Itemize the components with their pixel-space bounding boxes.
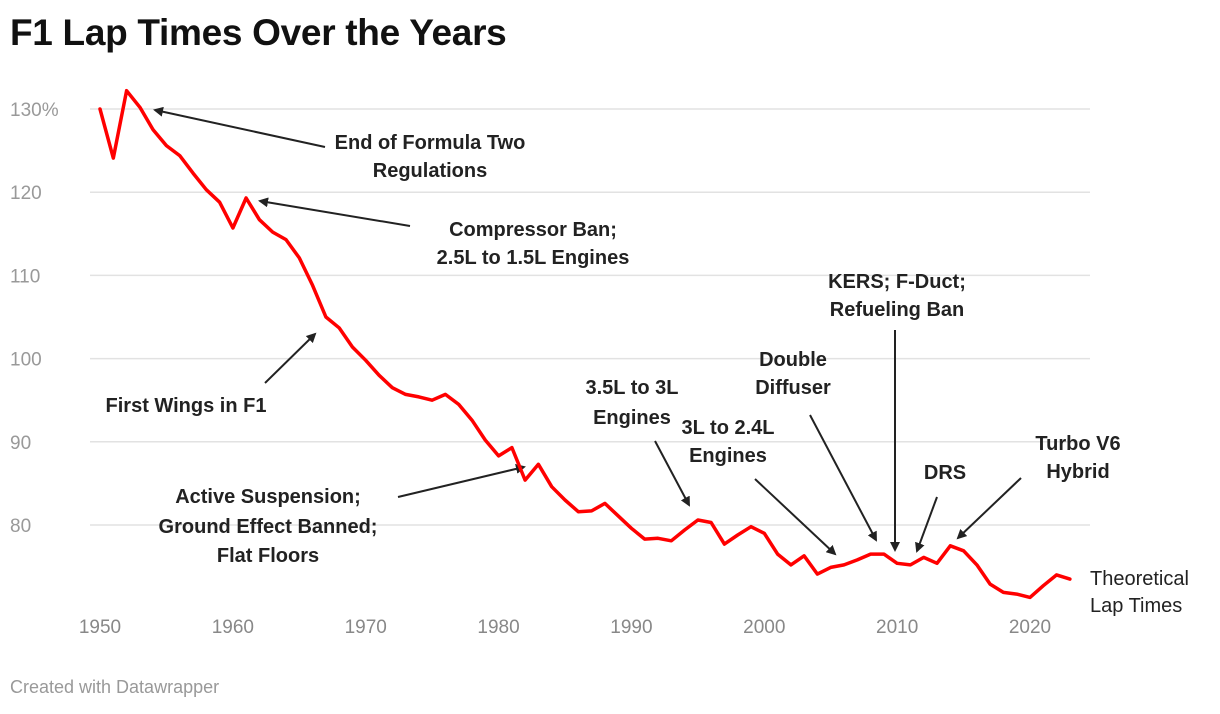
annotation-text: Engines	[689, 445, 767, 467]
chart-title: F1 Lap Times Over the Years	[10, 12, 507, 53]
y-tick-label: 90	[10, 433, 31, 454]
y-tick-label: 110	[10, 266, 40, 287]
annotation-arrow	[915, 496, 938, 553]
annotation-text: 2.5L to 1.5L Engines	[436, 247, 630, 269]
x-tick-label: 1990	[610, 617, 652, 638]
footer-credit: Created with Datawrapper	[10, 677, 220, 697]
annotation-3l: 3L to 2.4L Engines	[682, 414, 775, 470]
annotation-text: Active Suspension;	[175, 486, 361, 508]
annotation-text: Turbo V6	[1035, 433, 1121, 455]
annotation-turbo: Turbo V6 Hybrid	[1035, 430, 1120, 486]
y-tick-label: 100	[10, 350, 42, 371]
x-tick-label: 2000	[743, 617, 785, 638]
annotation-active-suspension: Active Suspension; Ground Effect Banned;…	[159, 483, 378, 572]
annotation-arrow	[754, 478, 837, 556]
x-tick-label: 1980	[477, 617, 519, 638]
annotation-text: Refueling Ban	[829, 299, 965, 321]
annotation-arrow	[956, 477, 1022, 540]
annotation-arrow	[654, 440, 690, 507]
annotation-compressor: Compressor Ban; 2.5L to 1.5L Engines	[437, 216, 630, 272]
series-label-line: Lap Times	[1090, 595, 1183, 617]
annotation-wings: First Wings in F1	[106, 392, 267, 420]
annotation-text: Diffuser	[755, 377, 831, 399]
series-line	[98, 88, 1072, 600]
annotation-text: KERS; F-Duct;	[828, 271, 966, 293]
y-tick-label: 120	[10, 183, 42, 204]
annotation-text: Ground Effect Banned;	[158, 515, 378, 538]
annotation-3-5l: 3.5L to 3L Engines	[586, 373, 679, 433]
x-tick-label: 1970	[345, 617, 387, 638]
annotation-text: 3.5L to 3L	[585, 377, 679, 399]
annotation-text: Compressor Ban;	[449, 219, 617, 241]
y-tick-label: 80	[10, 516, 31, 537]
annotation-text: Hybrid	[1046, 461, 1110, 483]
annotation-kers: KERS; F-Duct; Refueling Ban	[828, 268, 966, 324]
x-tick-label: 1950	[79, 617, 121, 638]
annotation-text: Double	[759, 349, 827, 371]
annotation-text: First Wings in F1	[105, 395, 267, 417]
annotation-text: 3L to 2.4L	[681, 417, 775, 439]
annotation-text: End of Formula Two	[334, 132, 526, 154]
y-tick-label: 130%	[10, 100, 59, 121]
annotation-arrow	[397, 463, 526, 498]
x-tick-label: 1960	[212, 617, 254, 638]
annotation-f2: End of Formula Two Regulations	[335, 129, 526, 185]
annotation-text: Engines	[593, 407, 671, 429]
annotation-text: Flat Floors	[216, 545, 320, 567]
annotation-drs: DRS	[924, 459, 966, 487]
annotation-text: Regulations	[372, 160, 488, 182]
x-tick-label: 2020	[1009, 617, 1051, 638]
annotation-double-diffuser: Double Diffuser	[755, 346, 831, 402]
annotation-arrow	[153, 106, 326, 148]
annotation-arrow	[258, 197, 411, 227]
annotation-arrow	[809, 414, 877, 542]
series-label-line: Theoretical	[1090, 568, 1189, 590]
series-label: Theoretical Lap Times	[1090, 566, 1189, 620]
annotation-arrow	[264, 332, 317, 384]
annotation-text: DRS	[923, 462, 967, 484]
x-tick-label: 2010	[876, 617, 918, 638]
